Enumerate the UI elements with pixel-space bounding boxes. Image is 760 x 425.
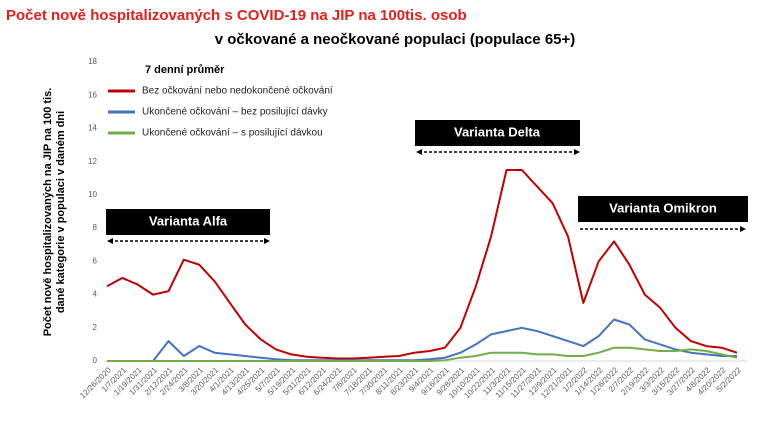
annotation: Varianta Alfa (149, 213, 228, 228)
y-axis-title: Počet nově hospitalizovaných na JIP na 1… (42, 88, 67, 337)
y-tick-label: 14 (88, 124, 97, 133)
annotation-box (415, 120, 580, 146)
legend-label: Ukončené očkování – bez posilující dávky (142, 107, 328, 118)
legend-label: Bez očkování nebo nedokončené očkování (142, 86, 333, 97)
y-tick-label: 4 (93, 290, 98, 299)
y-tick-label: 18 (88, 57, 97, 66)
annotation: Varianta Omikron (609, 200, 717, 215)
y-tick-label: 2 (93, 323, 98, 332)
annotation-box (578, 196, 748, 222)
y-tick-label: 10 (88, 190, 97, 199)
series-line (107, 346, 738, 362)
series-line (107, 318, 737, 362)
y-tick-label: 8 (93, 223, 98, 232)
y-tick-label: 6 (93, 256, 98, 265)
y-tick-label: 0 (93, 356, 98, 365)
chart-title: Počet nově hospitalizovaných s COVID-19 … (6, 7, 467, 24)
arrowhead (740, 226, 746, 232)
y-tick-label: 16 (88, 90, 97, 99)
y-tick-label: 12 (88, 157, 97, 166)
y-axis-title-line: Počet nově hospitalizovaných na JIP na 1… (42, 88, 54, 337)
series-line (106, 169, 738, 360)
y-axis-title-line: dané kategorie v populaci v daném dni (55, 111, 67, 313)
annotation: Varianta Delta (454, 124, 541, 139)
legend-title: 7 denní průměr (145, 64, 225, 76)
annotation-box (106, 209, 270, 235)
legend-label: Ukončené očkování – s posilující dávkou (142, 128, 323, 139)
chart-subtitle: v očkované a neočkované populaci (popula… (215, 31, 576, 48)
